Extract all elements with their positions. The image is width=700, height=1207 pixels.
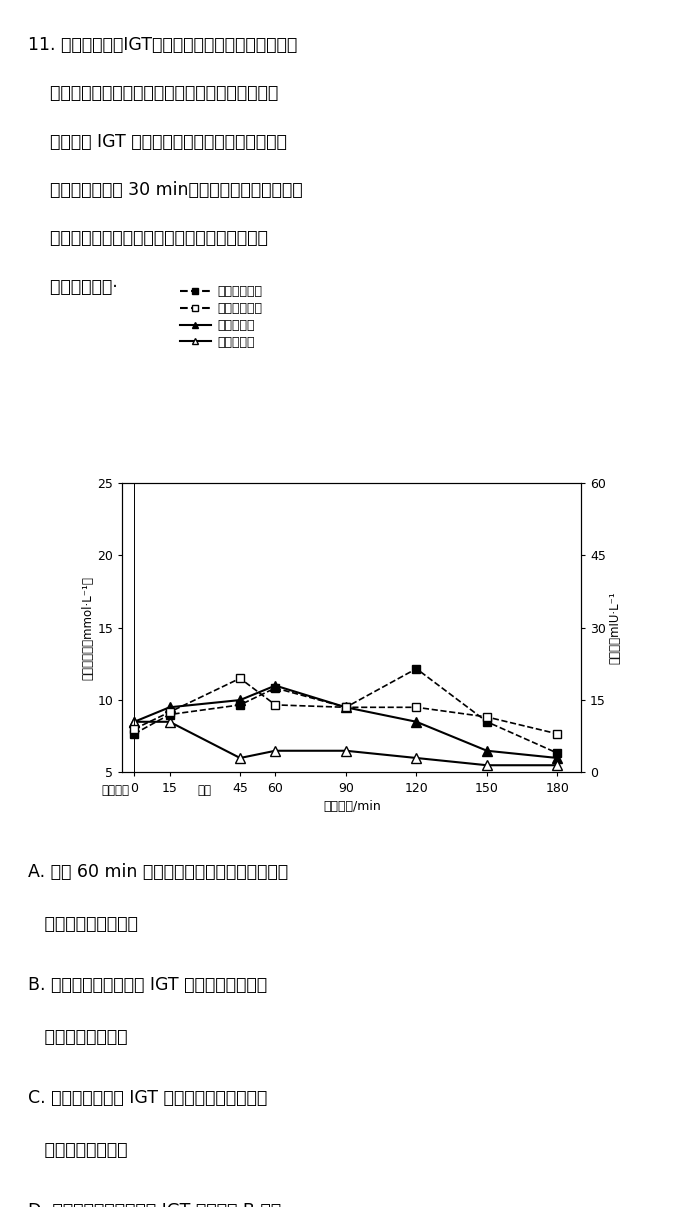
- 运动组血糖: [165, 715, 174, 729]
- 运动组胰岛素: [236, 671, 244, 686]
- 对照组胰岛素: [165, 707, 174, 722]
- Text: 究运动对 IGT 的干预情况，受试者于餐后进行中: 究运动对 IGT 的干预情况，受试者于餐后进行中: [28, 133, 287, 151]
- Line: 对照组胰岛素: 对照组胰岛素: [130, 665, 561, 757]
- Line: 运动组胰岛素: 运动组胰岛素: [130, 675, 561, 737]
- 对照组胰岛素: [342, 700, 350, 715]
- Line: 对照组血糖: 对照组血糖: [130, 681, 562, 763]
- Text: C. 餐后适度运动使 IGT 人群胰岛素分泌高峰提: C. 餐后适度运动使 IGT 人群胰岛素分泌高峰提: [28, 1089, 267, 1107]
- 运动组血糖: [553, 758, 561, 772]
- 运动组血糖: [236, 751, 244, 765]
- 对照组胰岛素: [236, 698, 244, 712]
- 对照组血糖: [483, 744, 491, 758]
- Text: 等强度持续运动 30 min，定时采样测定血糖浓度: 等强度持续运动 30 min，定时采样测定血糖浓度: [28, 181, 302, 199]
- 对照组血糖: [342, 700, 350, 715]
- Legend: 对照组胰岛素, 运动组胰岛素, 对照组血糖, 运动组血糖: 对照组胰岛素, 运动组胰岛素, 对照组血糖, 运动组血糖: [174, 280, 267, 354]
- Text: 和胰岛素升高幅度: 和胰岛素升高幅度: [28, 1028, 127, 1046]
- 运动组胰岛素: [412, 700, 421, 715]
- X-axis label: 采血时间/min: 采血时间/min: [323, 800, 381, 814]
- Text: B. 餐后适量运动可降低 IGT 人群餐后血糖峰値: B. 餐后适量运动可降低 IGT 人群餐后血糖峰値: [28, 976, 267, 995]
- 运动组胰岛素: [165, 705, 174, 719]
- 对照组血糖: [130, 715, 139, 729]
- 对照组胰岛素: [483, 715, 491, 729]
- Text: D. 餐后适度运动可以减轻 IGT 人群胰岛 B 细胞: D. 餐后适度运动可以减轻 IGT 人群胰岛 B 细胞: [28, 1202, 281, 1207]
- 运动组血糖: [483, 758, 491, 772]
- Y-axis label: 血糖浓度／（mmol·L⁻¹）: 血糖浓度／（mmol·L⁻¹）: [82, 576, 94, 680]
- Text: 及胰岛素含量，实验结果如图所示。由此推测的: 及胰岛素含量，实验结果如图所示。由此推测的: [28, 229, 268, 247]
- 对照组血糖: [165, 700, 174, 715]
- 运动组胰岛素: [553, 727, 561, 741]
- 运动组胰岛素: [271, 698, 279, 712]
- 对照组血糖: [412, 715, 421, 729]
- 对照组胰岛素: [553, 746, 561, 760]
- 运动组胰岛素: [130, 722, 139, 736]
- Line: 运动组血糖: 运动组血糖: [130, 717, 562, 770]
- Text: 血糖浓度低于对照组: 血糖浓度低于对照组: [28, 915, 138, 933]
- 对照组血糖: [553, 751, 561, 765]
- Text: 常、负荷（如饮食）后血糖浓度升高异常。为了探: 常、负荷（如饮食）后血糖浓度升高异常。为了探: [28, 84, 279, 103]
- Text: 结论错误的是·: 结论错误的是·: [28, 278, 118, 296]
- 运动组血糖: [412, 751, 421, 765]
- Text: 进餐结束: 进餐结束: [102, 785, 130, 797]
- Text: 运动: 运动: [198, 785, 212, 797]
- 运动组胰岛素: [342, 700, 350, 715]
- Text: A. 餐后 60 min 时，实验组胰岛素分泌下降导致: A. 餐后 60 min 时，实验组胰岛素分泌下降导致: [28, 863, 288, 881]
- 对照组胰岛素: [271, 681, 279, 695]
- Text: 11. 糖耐量受损（IGT）是指人表现为空腹血糖浓度正: 11. 糖耐量受损（IGT）是指人表现为空腹血糖浓度正: [28, 36, 298, 54]
- 对照组血糖: [271, 678, 279, 693]
- 运动组胰岛素: [483, 710, 491, 724]
- Y-axis label: 胰岛素／mIU·L⁻¹: 胰岛素／mIU·L⁻¹: [609, 591, 622, 664]
- 对照组血糖: [236, 693, 244, 707]
- Text: 前，血糖浓度下降: 前，血糖浓度下降: [28, 1141, 127, 1159]
- 运动组血糖: [342, 744, 350, 758]
- 运动组血糖: [271, 744, 279, 758]
- 对照组胰岛素: [412, 661, 421, 676]
- 对照组胰岛素: [130, 727, 139, 741]
- 运动组血糖: [130, 715, 139, 729]
